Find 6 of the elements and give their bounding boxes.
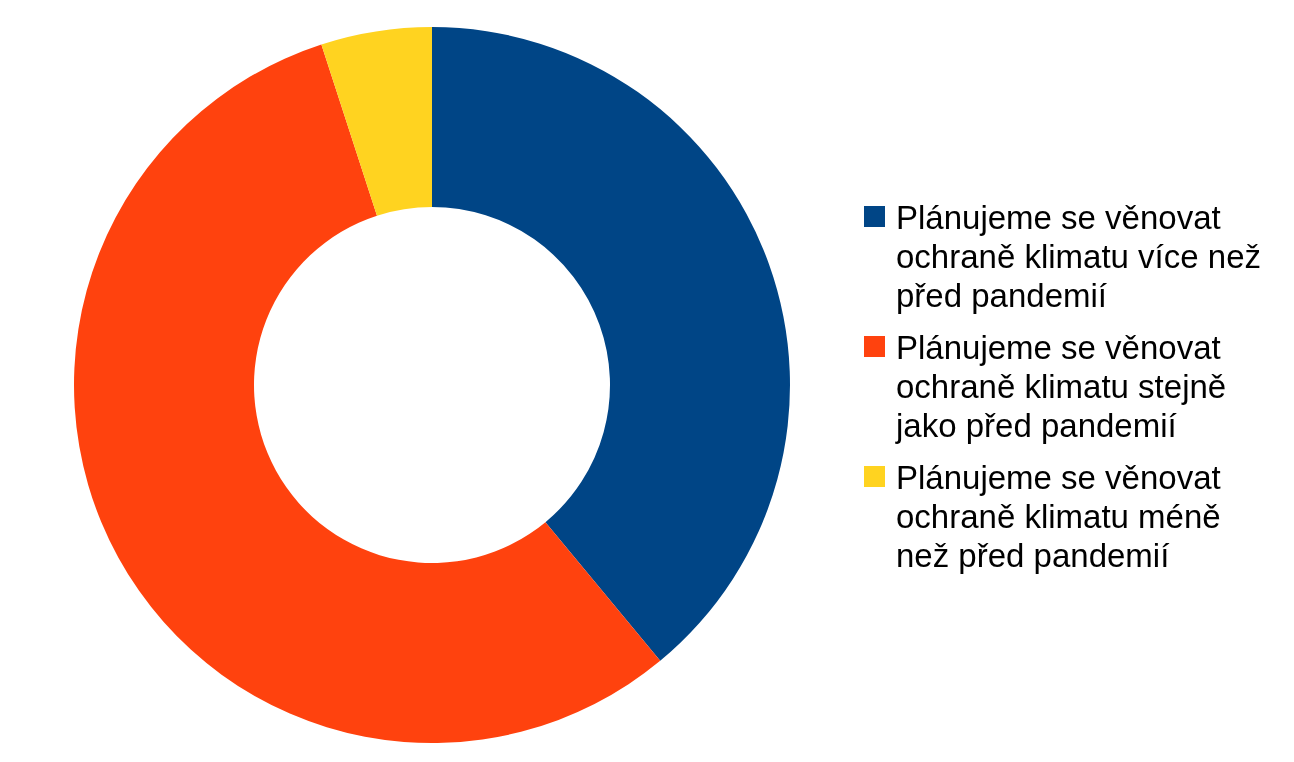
donut-slice bbox=[321, 27, 432, 216]
legend-label: Plánujeme se věnovat ochraně klimatu stejně jako před pandemií bbox=[896, 328, 1228, 445]
donut-slice bbox=[74, 44, 661, 743]
legend-label: Plánujeme se věnovat ochraně klimatu méně než před pandemií bbox=[896, 458, 1222, 575]
donut-slice bbox=[432, 27, 790, 661]
legend-label: Plánujeme se věnovat ochraně klimatu více než před pandemií bbox=[896, 198, 1262, 315]
